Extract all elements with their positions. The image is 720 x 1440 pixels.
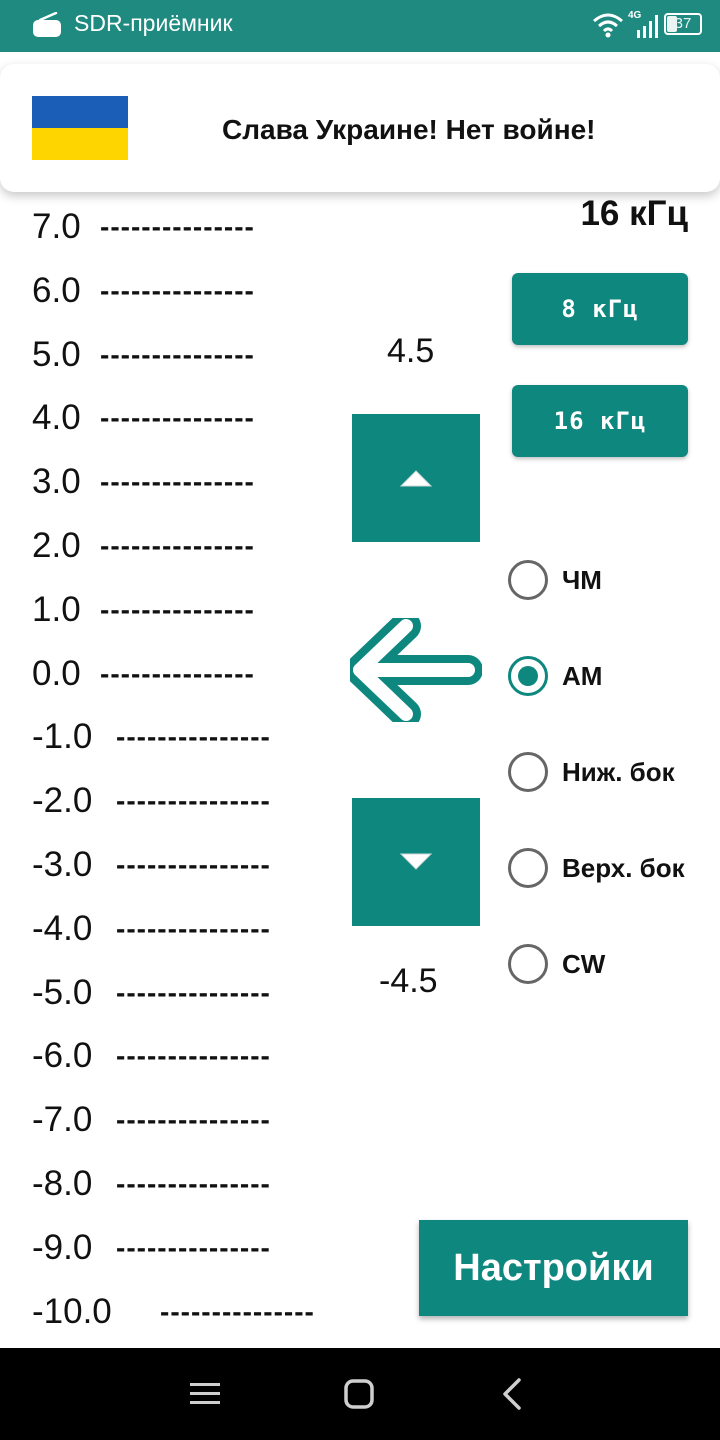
- radio-button[interactable]: [508, 560, 548, 600]
- scale-value: -5.0: [32, 972, 93, 1012]
- radio-app-icon: [33, 12, 61, 37]
- scale-value: -2.0: [32, 781, 93, 821]
- settings-button[interactable]: Настройки: [419, 1220, 688, 1316]
- scale-value: -10.0: [32, 1291, 112, 1331]
- scale-row: 3.0 ---------------: [32, 462, 254, 502]
- scale-row: 6.0 ---------------: [32, 270, 254, 311]
- scale-row: -4.0 ---------------: [32, 908, 270, 949]
- scale-dashes: ---------------: [100, 530, 255, 561]
- scale-dashes: ---------------: [160, 1295, 315, 1327]
- scale-dashes: ---------------: [116, 976, 271, 1008]
- scale-value: 2.0: [32, 526, 81, 565]
- scale-row: -5.0 ---------------: [32, 972, 270, 1013]
- scale-row: -10.0 ---------------: [32, 1291, 314, 1332]
- mode-option[interactable]: CW: [508, 942, 605, 986]
- scale-value: -4.0: [32, 908, 93, 948]
- scale-dashes: ---------------: [116, 721, 271, 753]
- mode-option-label: АМ: [562, 660, 603, 691]
- navigation-bar: [0, 1348, 720, 1440]
- banner-message: Слава Украине! Нет войне!: [222, 114, 596, 145]
- scale-row: 1.0 ---------------: [32, 589, 254, 630]
- bandwidth-16khz-label: 16 кГц: [553, 407, 647, 435]
- back-icon[interactable]: [495, 1376, 531, 1412]
- network-type-label: 4G: [628, 10, 642, 21]
- scale-value: -3.0: [32, 845, 93, 884]
- status-bar: SDR-приёмник 4G 37: [0, 0, 720, 52]
- scale-value: -7.0: [32, 1100, 93, 1140]
- scale-value: 3.0: [32, 462, 81, 502]
- notification-banner[interactable]: Слава Украине! Нет войне!: [0, 64, 720, 192]
- scale-value: 0.0: [32, 653, 81, 693]
- tune-down-button[interactable]: [352, 798, 480, 926]
- scale-value: 1.0: [32, 589, 81, 629]
- scale-dashes: ---------------: [100, 211, 255, 242]
- scale-row: 7.0 ---------------: [32, 207, 254, 247]
- scale-value: 5.0: [32, 334, 81, 374]
- scale-row: -7.0 ---------------: [32, 1100, 270, 1140]
- scale-row: -8.0 ---------------: [32, 1164, 270, 1204]
- scale-row: 0.0 ---------------: [32, 653, 254, 694]
- scale-dashes: ---------------: [116, 785, 271, 817]
- scale-dashes: ---------------: [116, 1168, 271, 1199]
- scale-dashes: ---------------: [100, 466, 255, 498]
- scale-row: -1.0 ---------------: [32, 717, 270, 757]
- arrow-left-icon: [350, 618, 482, 722]
- scale-value: 6.0: [32, 270, 81, 310]
- scale-value: -6.0: [32, 1036, 93, 1076]
- mode-option-label: CW: [562, 948, 606, 979]
- scale-row: -6.0 ---------------: [32, 1036, 270, 1076]
- home-icon[interactable]: [341, 1376, 377, 1412]
- scale-value: 7.0: [32, 207, 81, 246]
- scale-row: 4.0 ---------------: [32, 398, 254, 438]
- mode-option[interactable]: АМ: [508, 654, 602, 698]
- scale-dashes: ---------------: [116, 1104, 271, 1136]
- scale-value: -1.0: [32, 717, 93, 757]
- scale-dashes: ---------------: [116, 1040, 271, 1072]
- scale-dashes: ---------------: [100, 657, 255, 689]
- radio-button[interactable]: [508, 752, 548, 792]
- mode-option-label: ЧМ: [562, 564, 602, 595]
- radio-button[interactable]: [508, 944, 548, 984]
- signal-icon: [637, 15, 658, 38]
- scale-dashes: ---------------: [116, 849, 271, 880]
- scale-value: -8.0: [32, 1164, 93, 1203]
- bandwidth-8khz-button[interactable]: 8 кГц: [512, 273, 688, 345]
- mode-option[interactable]: Верх. бок: [508, 846, 685, 890]
- chevron-up-icon: [399, 470, 433, 487]
- upper-limit-label: 4.5: [387, 332, 435, 370]
- scale-dashes: ---------------: [116, 912, 271, 944]
- battery-level: 37: [674, 15, 692, 32]
- scale-value: 4.0: [32, 398, 81, 438]
- scale-dashes: ---------------: [100, 402, 255, 434]
- lower-limit-label: -4.5: [379, 962, 438, 1000]
- tune-up-button[interactable]: [352, 414, 480, 542]
- scale-dashes: ---------------: [100, 274, 255, 306]
- menu-icon[interactable]: [187, 1376, 223, 1412]
- scale-value: -9.0: [32, 1227, 93, 1267]
- radio-button[interactable]: [508, 656, 548, 696]
- scale-row: -9.0 ---------------: [32, 1227, 270, 1268]
- scale-dashes: ---------------: [116, 1231, 271, 1263]
- mode-option[interactable]: Ниж. бок: [508, 750, 675, 794]
- mode-option[interactable]: ЧМ: [508, 558, 602, 602]
- scale-row: 5.0 ---------------: [32, 334, 254, 375]
- bandwidth-display: 16 кГц: [580, 194, 688, 233]
- scale-row: -3.0 ---------------: [32, 845, 270, 885]
- battery-indicator: 37: [664, 13, 702, 35]
- radio-button[interactable]: [508, 848, 548, 888]
- bandwidth-16khz-button[interactable]: 16 кГц: [512, 385, 688, 457]
- app-title: SDR-приёмник: [74, 10, 233, 36]
- scale-row: 2.0 ---------------: [32, 526, 254, 566]
- scale-row: -2.0 ---------------: [32, 781, 270, 821]
- wifi-icon: [593, 13, 623, 38]
- settings-button-label: Настройки: [453, 1246, 654, 1289]
- scale-dashes: ---------------: [100, 338, 255, 370]
- chevron-down-icon: [399, 853, 433, 870]
- bandwidth-8khz-label: 8 кГц: [561, 295, 639, 323]
- mode-option-label: Верх. бок: [562, 852, 685, 883]
- scale-dashes: ---------------: [100, 593, 255, 625]
- mode-option-label: Ниж. бок: [562, 756, 675, 787]
- ukraine-flag: [32, 96, 128, 160]
